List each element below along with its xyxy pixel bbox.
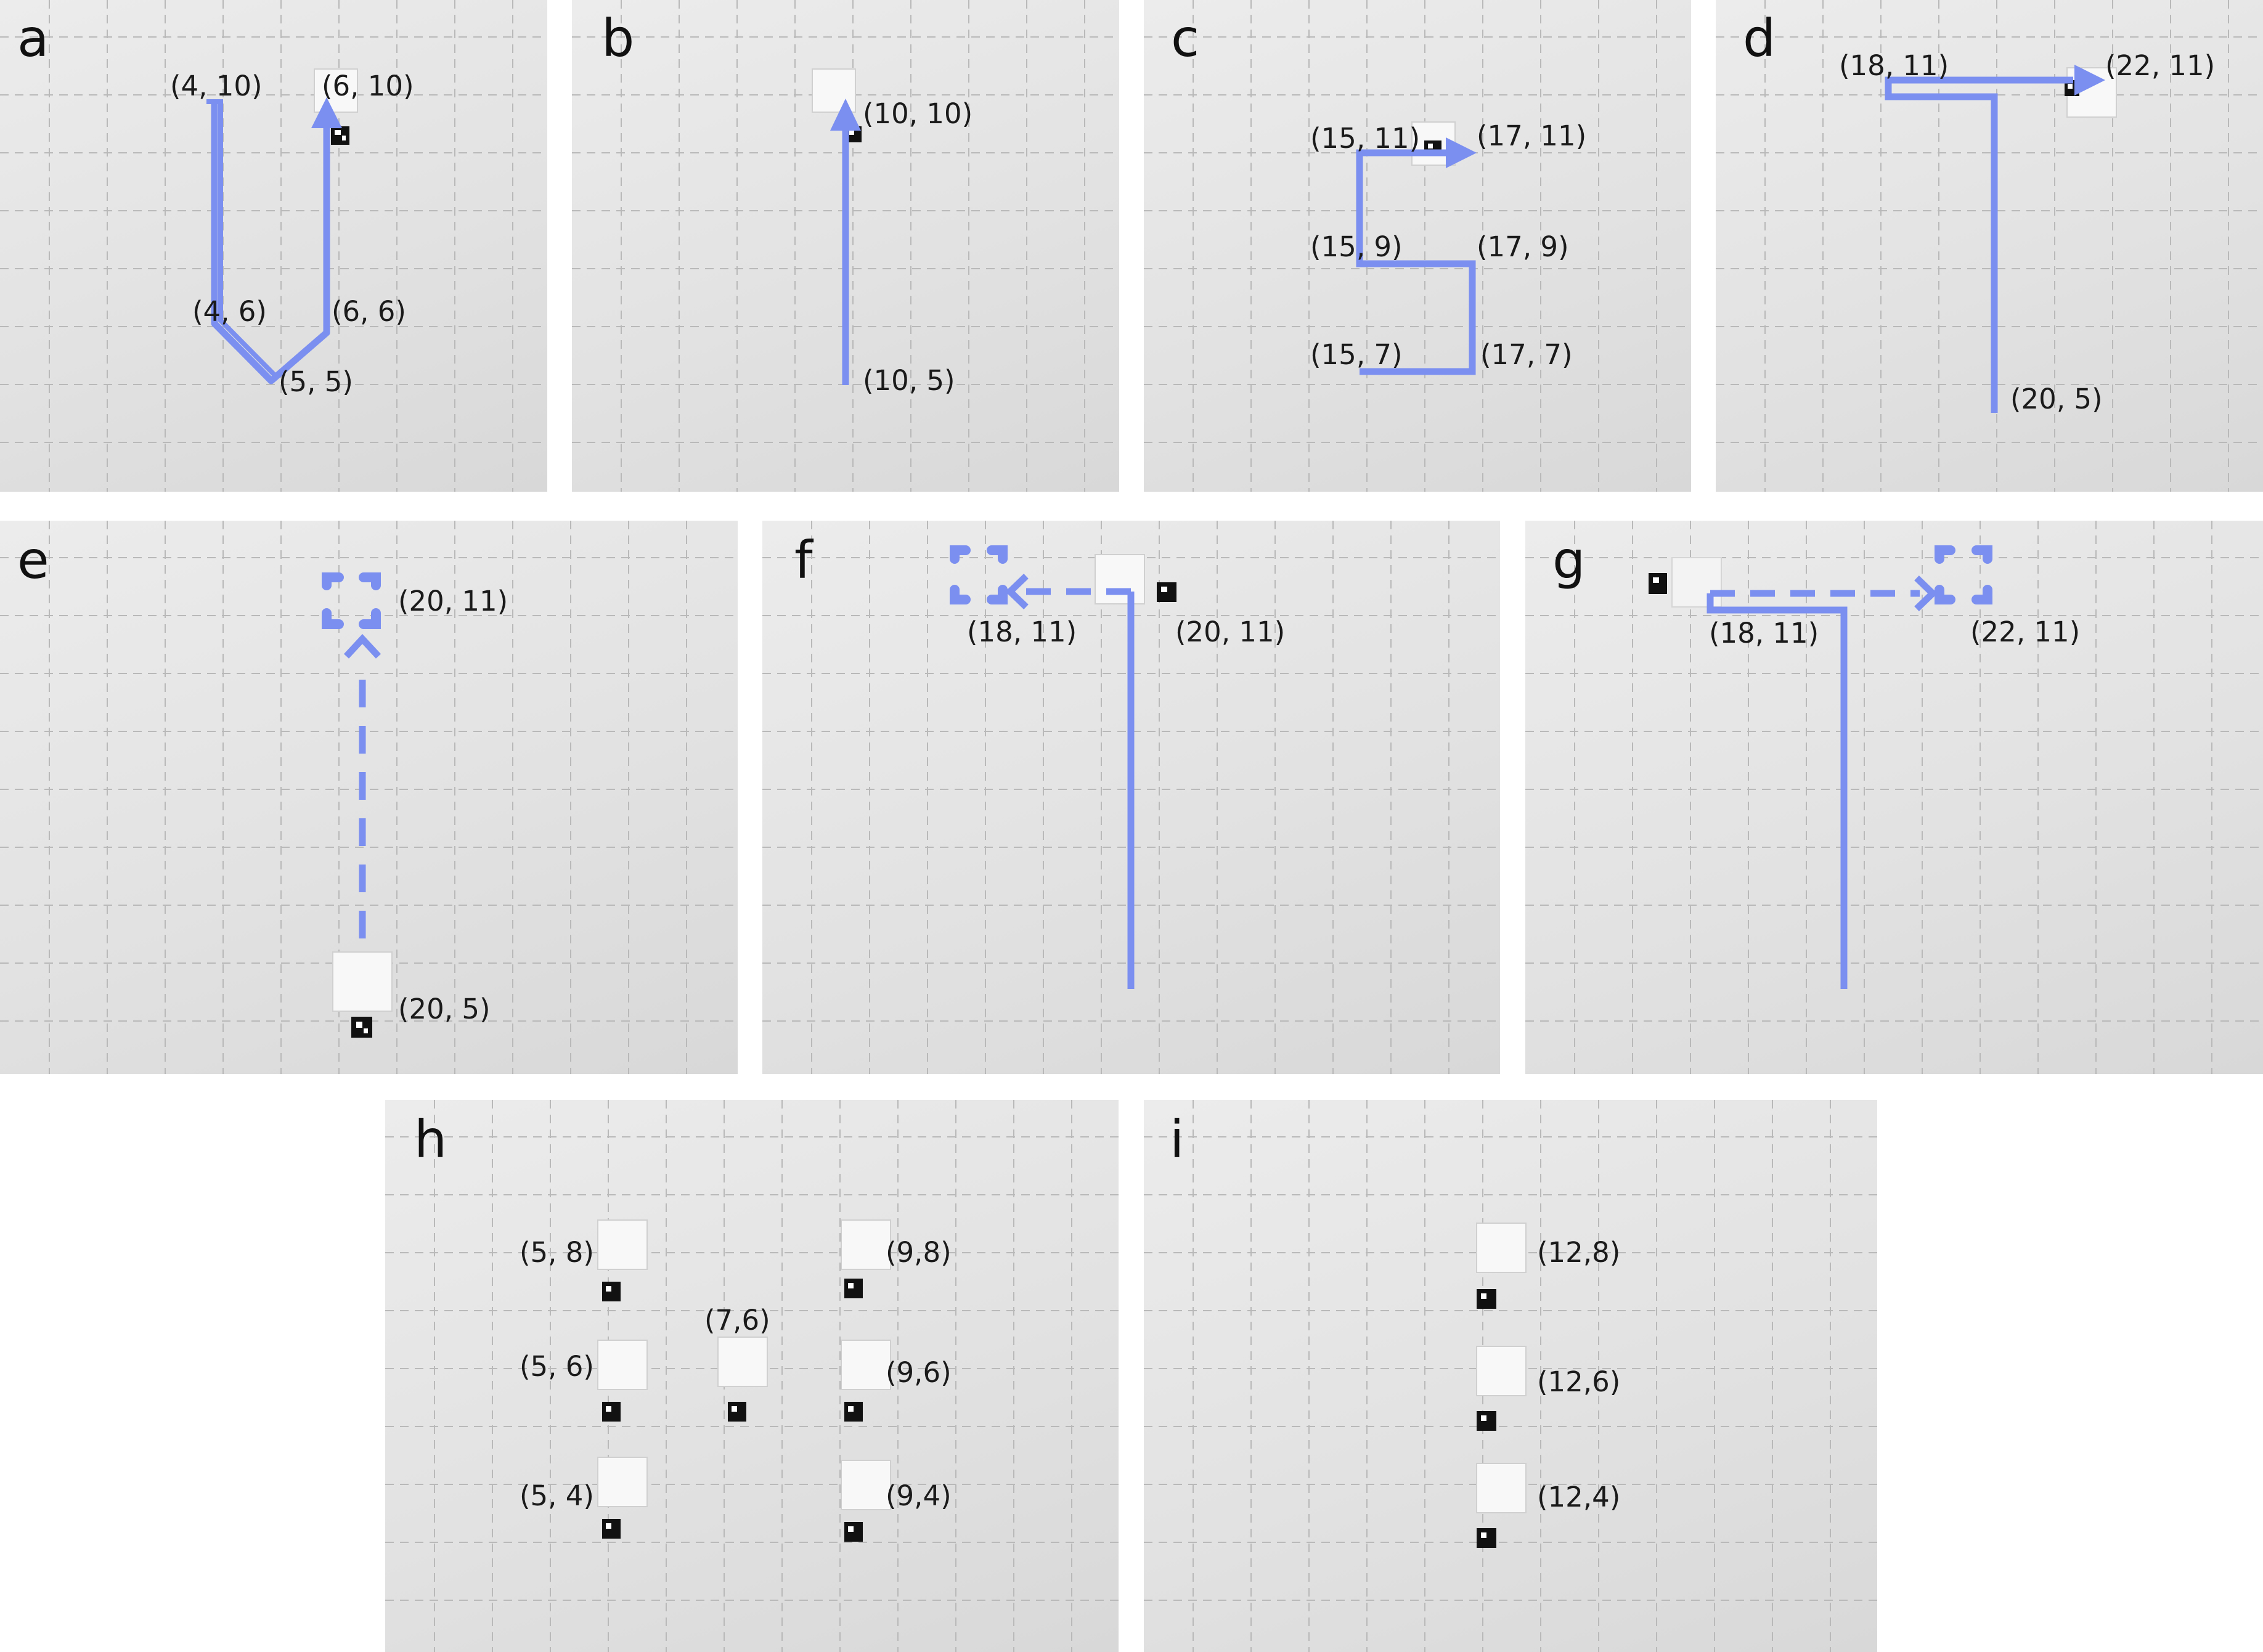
panel-g-figure [1525,521,2263,1074]
target-outline [322,572,381,629]
coord-label: (15, 9) [1310,230,1403,263]
panel-letter: i [1170,1109,1185,1170]
arrow-head-up [311,97,342,128]
coord-label: (4, 10) [170,70,263,102]
cube [1476,1463,1527,1548]
panel-e-figure [0,521,738,1074]
arrow-head-up [343,633,381,659]
cube [597,1457,648,1539]
coord-label: (6, 10) [322,70,414,102]
coord-label: (4, 6) [192,295,267,328]
arrow-head-right [1914,576,1938,611]
grid [0,0,547,492]
panel-letter: b [601,8,635,68]
grid [0,521,738,1074]
panel-c: c (15, 11) (17, 11) (15, 9) (17, 9) (15,… [1144,0,1691,492]
path-line [1885,76,2073,413]
coord-label: (15, 7) [1310,338,1403,371]
cube [314,68,358,145]
arrow-head-right [1446,137,1477,168]
cube [597,1219,648,1301]
coord-label: (20, 5) [398,993,491,1025]
coord-label: (9,4) [886,1479,952,1512]
panel-f-figure [762,521,1500,1074]
cube [1095,554,1176,604]
path-line [211,102,330,385]
panel-a-figure [0,0,547,492]
coord-label: (5, 8) [520,1236,594,1269]
coord-label: (17, 11) [1477,120,1587,152]
grid [762,521,1500,1074]
cube [1476,1223,1527,1309]
panel-letter: f [794,530,813,590]
coord-label: (12,4) [1537,1481,1621,1513]
panel-b: b (10, 10) (10, 5) [572,0,1119,492]
panel-h: h (5, 8) (9,8) (7,6) (5, 6) (9,6) (5, 4)… [385,1100,1119,1652]
arrow-head-right [2074,65,2105,96]
grid [1144,0,1691,492]
cube [1476,1346,1527,1431]
panel-letter: e [17,530,49,590]
coord-label: (5, 5) [279,365,353,398]
coord-label: (9,6) [886,1356,952,1389]
panel-letter: g [1552,530,1586,590]
cube [717,1337,768,1422]
panel-a: a (4, 10) (6, 10) (4, 6) (6, 6) (5, 5) [0,0,547,492]
path-line [1356,149,1476,375]
panel-letter: c [1171,8,1200,68]
coord-label: (6, 6) [332,295,406,328]
coord-label: (20, 11) [398,585,508,617]
coord-label: (20, 11) [1175,616,1286,648]
panel-d: d (18, 11) (22, 11) (20, 5) [1716,0,2263,492]
coord-label: (5, 4) [520,1479,594,1512]
cube [841,1219,891,1298]
panel-letter: a [17,8,49,68]
arrow-head-up [830,99,861,131]
coord-label: (22, 11) [1970,616,2081,648]
coord-label: (18, 11) [1709,617,1819,649]
coord-label: (9,8) [886,1236,952,1269]
coord-label: (10, 5) [863,364,955,397]
coord-label: (22, 11) [2105,49,2216,82]
cube [1649,557,1722,608]
panel-c-figure [1144,0,1691,492]
panel-f: f (18, 11) (20, 11) [762,521,1500,1074]
coord-label: (12,6) [1537,1365,1621,1398]
grid [1144,1100,1877,1652]
grid [385,1100,1119,1652]
panel-g: g (18, 11) (22, 11) [1525,521,2263,1074]
path-line [1706,593,1848,989]
panel-letter: d [1743,8,1776,68]
coord-label: (18, 11) [1839,49,1949,82]
target-outline [1935,545,1992,604]
panel-i-figure [1144,1100,1877,1652]
coord-label: (20, 5) [2010,383,2103,415]
cube [841,1340,891,1422]
coord-label: (10, 10) [863,97,973,130]
panel-i: i (12,8) (12,6) (12,4) [1144,1100,1877,1652]
coord-label: (17, 9) [1477,230,1569,263]
coord-label: (15, 11) [1310,122,1421,155]
panel-h-figure [385,1100,1119,1652]
grid [1525,521,2263,1074]
cube [841,1460,891,1542]
coord-label: (5, 6) [520,1350,594,1383]
path-line-return [206,99,276,376]
panel-b-figure [572,0,1119,492]
panel-d-figure [1716,0,2263,492]
panel-letter: h [414,1109,447,1170]
target-outline [950,545,1008,604]
cube [332,951,393,1038]
coord-label: (17, 7) [1480,338,1573,371]
cube [812,68,862,142]
arrow-head-left [1005,574,1029,609]
coord-label: (12,8) [1537,1236,1621,1269]
coord-label: (18, 11) [967,616,1077,648]
panel-e: e (20, 11) (20, 5) [0,521,738,1074]
coord-label: (7,6) [704,1304,770,1337]
cube [597,1340,648,1422]
